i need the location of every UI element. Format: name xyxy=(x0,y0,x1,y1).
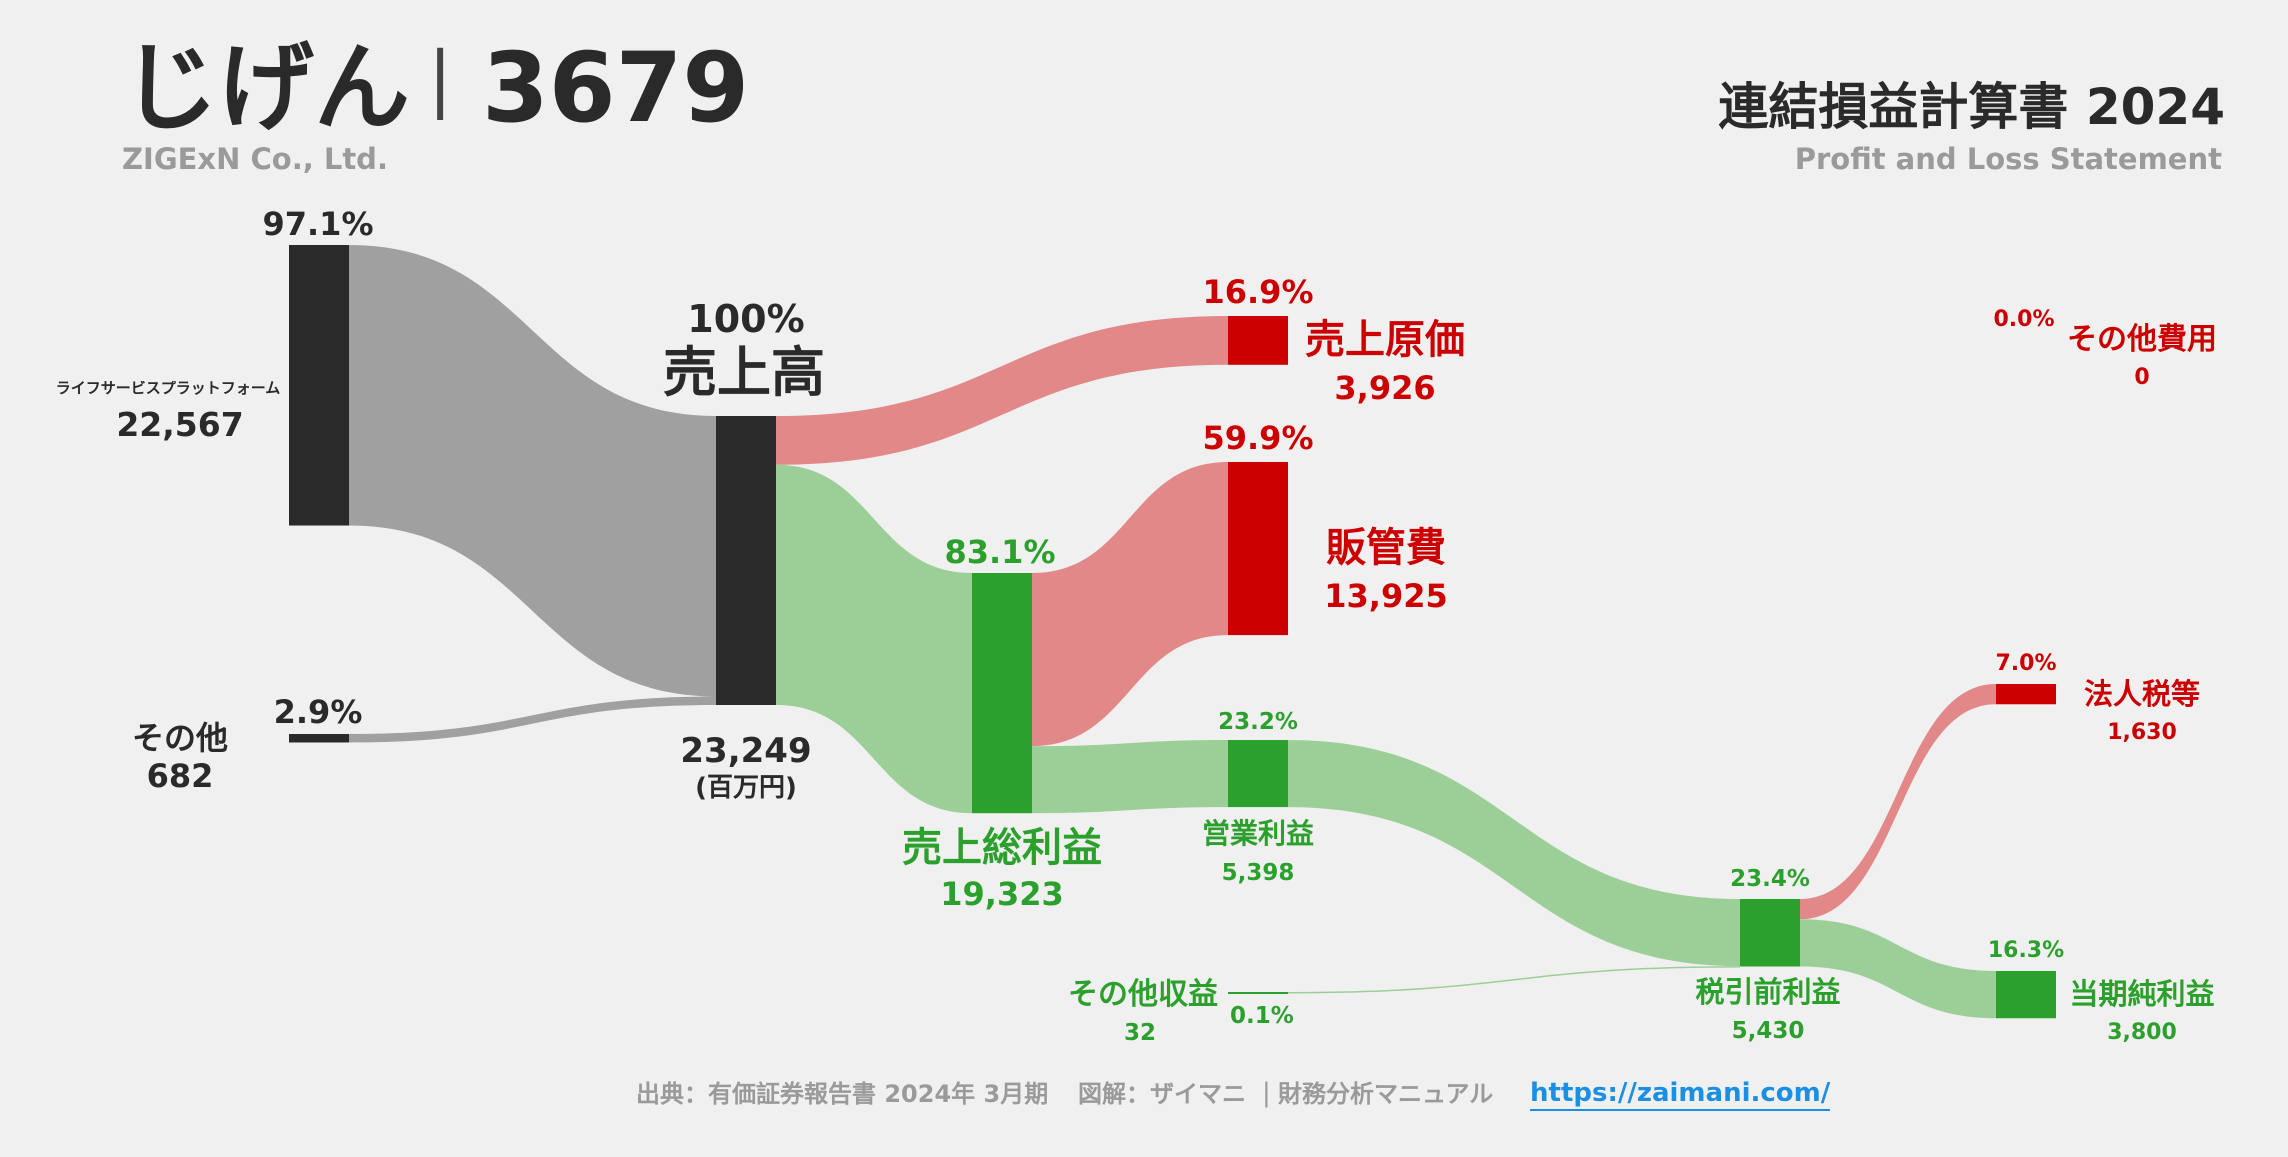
node-op xyxy=(1228,740,1288,808)
title-separator: | xyxy=(428,36,453,120)
label-pretax-pct: 23.4% xyxy=(1730,866,1810,892)
flow-gross-to-sga xyxy=(1032,462,1228,747)
label-other-inc-pct: 0.1% xyxy=(1230,1003,1294,1029)
label-cogs-name: 売上原価 xyxy=(1305,317,1465,363)
label-tax-value: 1,630 xyxy=(2107,720,2177,745)
flow-revenue-to-cogs xyxy=(776,316,1228,465)
label-sga-pct: 59.9% xyxy=(1202,419,1314,457)
flow-pretax-to-net xyxy=(1800,919,1996,1019)
label-net-name: 当期純利益 xyxy=(2069,977,2215,1011)
label-tax-name: 法人税等 xyxy=(2083,677,2201,711)
company-name-jp: じげん xyxy=(122,32,410,144)
footer-site-name: 財務分析マニュアル xyxy=(1278,1080,1494,1108)
label-pretax-value: 5,430 xyxy=(1731,1018,1805,1044)
company-name-en: ZIGExN Co., Ltd. xyxy=(122,142,388,176)
label-life-name: ライフサービスプラットフォーム xyxy=(55,381,281,396)
label-net-pct: 16.3% xyxy=(1987,938,2065,963)
label-pretax-name: 税引前利益 xyxy=(1695,975,1841,1009)
label-life-value: 22,567 xyxy=(116,405,244,444)
label-gross-name: 売上総利益 xyxy=(902,825,1102,871)
flow-pretax-to-tax xyxy=(1800,684,1996,920)
label-other-exp-value: 0 xyxy=(2134,365,2150,390)
node-pretax xyxy=(1740,899,1800,967)
flow-revenue-to-gross xyxy=(776,464,972,814)
label-other-rev-pct: 2.9% xyxy=(273,693,363,731)
footer-sep: | xyxy=(1262,1078,1271,1108)
flow-other_rev-to-revenue xyxy=(349,696,716,743)
flow-other_inc-to-pretax xyxy=(1288,966,1740,994)
footer-credit: 図解：ザイマニ xyxy=(1078,1080,1246,1108)
label-net-value: 3,800 xyxy=(2107,1020,2177,1045)
label-other-rev-value: 682 xyxy=(146,757,214,795)
label-op-name: 営業利益 xyxy=(1201,817,1315,850)
node-tax xyxy=(1996,684,2056,705)
label-life-pct: 97.1% xyxy=(262,205,374,243)
label-other-inc-name: その他収益 xyxy=(1068,977,1218,1012)
label-cogs-pct: 16.9% xyxy=(1202,273,1314,311)
node-net xyxy=(1996,971,2056,1019)
report-title: 連結損益計算書 2024 xyxy=(1718,78,2225,136)
label-other-rev-name: その他 xyxy=(131,719,229,757)
label-other-exp-pct: 0.0% xyxy=(1993,307,2055,332)
node-gross xyxy=(972,573,1032,814)
node-other_inc xyxy=(1228,992,1288,994)
footer-url-link[interactable]: https://zaimani.com/ xyxy=(1530,1080,1831,1111)
node-sga xyxy=(1228,462,1288,636)
ticker-code: 3679 xyxy=(482,32,750,144)
flow-op-to-pretax xyxy=(1288,740,1740,967)
label-revenue-name: 売上高 xyxy=(663,341,825,404)
flow-gross-to-op xyxy=(1032,740,1228,814)
label-cogs-value: 3,926 xyxy=(1334,369,1436,407)
label-gross-pct: 83.1% xyxy=(944,533,1056,571)
node-life xyxy=(289,245,349,526)
label-tax-pct: 7.0% xyxy=(1995,651,2057,676)
node-other_rev xyxy=(289,734,349,743)
label-gross-value: 19,323 xyxy=(940,875,1064,913)
report-subtitle: Profit and Loss Statement xyxy=(1794,142,2222,176)
label-op-pct: 23.2% xyxy=(1218,709,1298,735)
flow-life-to-revenue xyxy=(349,245,716,697)
label-revenue-value: 23,249 xyxy=(680,731,812,771)
footer-source: 出典：有価証券報告書 2024年 3月期 xyxy=(636,1080,1049,1108)
node-cogs xyxy=(1228,316,1288,365)
label-other-exp-name: その他費用 xyxy=(2067,322,2217,357)
node-revenue xyxy=(716,416,776,705)
label-sga-name: 販管費 xyxy=(1326,525,1446,571)
label-op-value: 5,398 xyxy=(1221,860,1295,886)
label-sga-value: 13,925 xyxy=(1324,577,1448,615)
label-revenue-pct: 100% xyxy=(687,297,805,341)
label-other-inc-value: 32 xyxy=(1123,1020,1157,1046)
label-unit: (百万円) xyxy=(695,773,797,803)
